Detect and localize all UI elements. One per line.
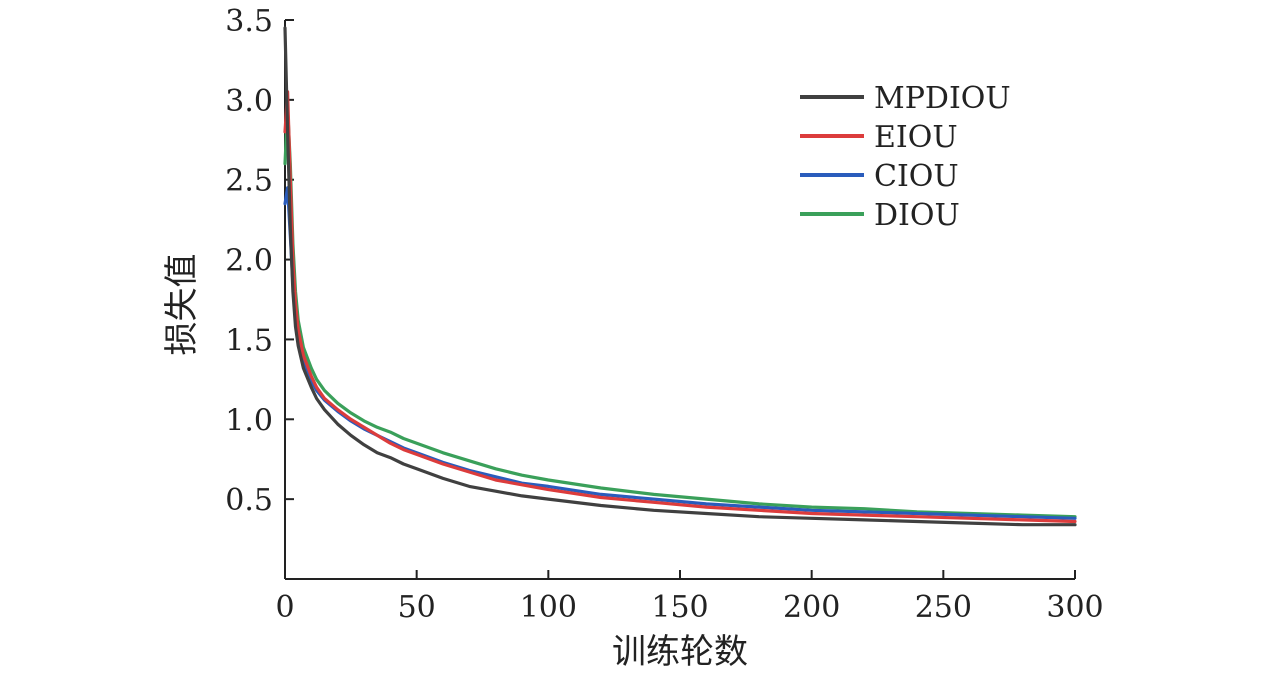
y-tick-label: 1.0 [225, 403, 273, 438]
series-line-eiou [283, 90, 1077, 524]
legend-label-mpdiou: MPDIOU [874, 81, 1011, 116]
y-tick-label: 3.5 [225, 4, 273, 39]
y-tick-label: 2.5 [225, 164, 273, 199]
y-tick-label: 0.5 [225, 483, 273, 518]
series-group [283, 26, 1077, 527]
x-axis-title: 训练轮数 [612, 632, 748, 672]
series-line-mpdiou [283, 26, 1077, 527]
legend-label-eiou: EIOU [874, 120, 958, 155]
x-tick-label: 150 [651, 590, 708, 625]
x-tick-label: 300 [1046, 590, 1103, 625]
y-tick-label: 1.5 [225, 323, 273, 358]
series-line-ciou [283, 186, 1077, 520]
x-tick-label: 100 [520, 590, 577, 625]
legend-label-diou: DIOU [874, 198, 960, 233]
y-ticks: 0.5 1.0 1.5 2.0 2.5 3.0 3.5 [225, 4, 294, 518]
legend: MPDIOU EIOU CIOU DIOU [800, 81, 1011, 233]
x-tick-label: 250 [915, 590, 972, 625]
x-tick-label: 0 [275, 590, 294, 625]
x-tick-label: 50 [398, 590, 436, 625]
y-tick-label: 3.0 [225, 84, 273, 119]
x-tick-label: 200 [783, 590, 840, 625]
x-ticks: 0 50 100 150 200 250 300 [275, 570, 1104, 625]
y-axis-title: 损失值 [162, 254, 202, 356]
y-tick-label: 2.0 [225, 244, 273, 279]
legend-label-ciou: CIOU [874, 159, 959, 194]
